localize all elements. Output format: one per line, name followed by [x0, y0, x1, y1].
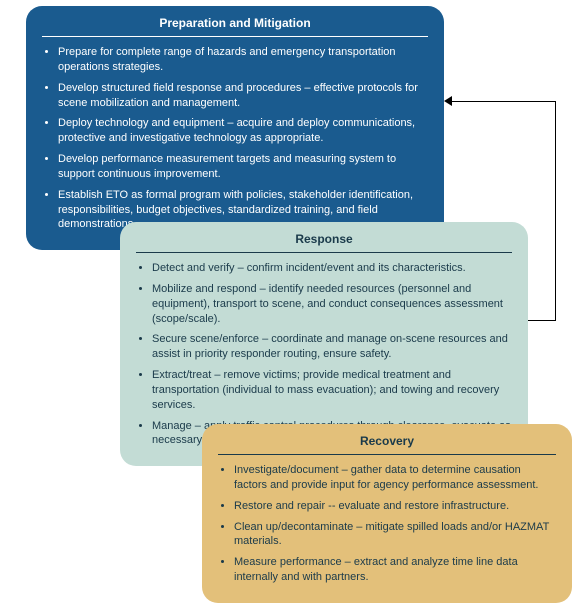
- box-response-title: Response: [136, 232, 512, 253]
- list-item: Deploy technology and equipment – acquir…: [58, 116, 428, 146]
- list-item: Secure scene/enforce – coordinate and ma…: [152, 332, 512, 362]
- box-recovery-title: Recovery: [218, 434, 556, 455]
- list-item: Detect and verify – confirm incident/eve…: [152, 261, 512, 276]
- conn-feedback-v: [555, 101, 556, 320]
- box-response-list: Detect and verify – confirm incident/eve…: [136, 261, 512, 448]
- list-item: Extract/treat – remove victims; provide …: [152, 368, 512, 413]
- list-item: Clean up/decontaminate – mitigate spille…: [234, 520, 556, 550]
- list-item: Restore and repair -- evaluate and resto…: [234, 499, 556, 514]
- box-recovery: Recovery Investigate/document – gather d…: [202, 424, 572, 603]
- box-preparation-list: Prepare for complete range of hazards an…: [42, 45, 428, 232]
- box-recovery-list: Investigate/document – gather data to de…: [218, 463, 556, 585]
- list-item: Prepare for complete range of hazards an…: [58, 45, 428, 75]
- list-item: Mobilize and respond – identify needed r…: [152, 282, 512, 327]
- list-item: Develop performance measurement targets …: [58, 152, 428, 182]
- box-preparation-title: Preparation and Mitigation: [42, 16, 428, 37]
- list-item: Measure performance – extract and analyz…: [234, 555, 556, 585]
- conn-feedback-h-top: [452, 101, 556, 102]
- conn-feedback-h-bot: [528, 320, 556, 321]
- conn-feedback-arrow: [444, 96, 452, 106]
- list-item: Investigate/document – gather data to de…: [234, 463, 556, 493]
- list-item: Develop structured field response and pr…: [58, 81, 428, 111]
- box-preparation: Preparation and Mitigation Prepare for c…: [26, 6, 444, 250]
